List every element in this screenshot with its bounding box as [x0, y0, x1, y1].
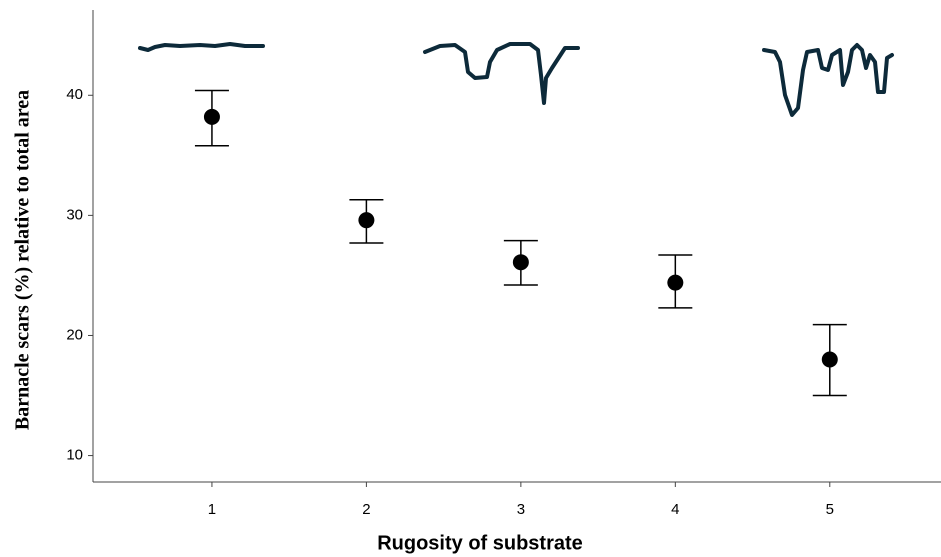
- y-tick-label: 40: [66, 86, 83, 103]
- point: [203, 108, 220, 125]
- y-axis-title: Barnacle scars (%) relative to total are…: [12, 90, 34, 430]
- surface-profile: [138, 42, 265, 52]
- x-tick-label: 3: [517, 501, 525, 518]
- y-tick-label: 20: [66, 326, 83, 343]
- point: [667, 274, 684, 291]
- point: [512, 254, 529, 271]
- x-axis-title: Rugosity of substrate: [377, 532, 583, 554]
- y-tick-label: 10: [66, 447, 83, 464]
- surface-profile: [762, 43, 894, 117]
- x-tick-label: 5: [826, 501, 834, 518]
- point: [358, 212, 375, 229]
- point: [821, 351, 838, 368]
- x-tick-label: 2: [362, 501, 370, 518]
- y-tick-label: 30: [66, 206, 83, 223]
- x-tick-label: 1: [208, 501, 216, 518]
- surface-profile: [423, 42, 580, 105]
- x-tick-label: 4: [671, 501, 679, 518]
